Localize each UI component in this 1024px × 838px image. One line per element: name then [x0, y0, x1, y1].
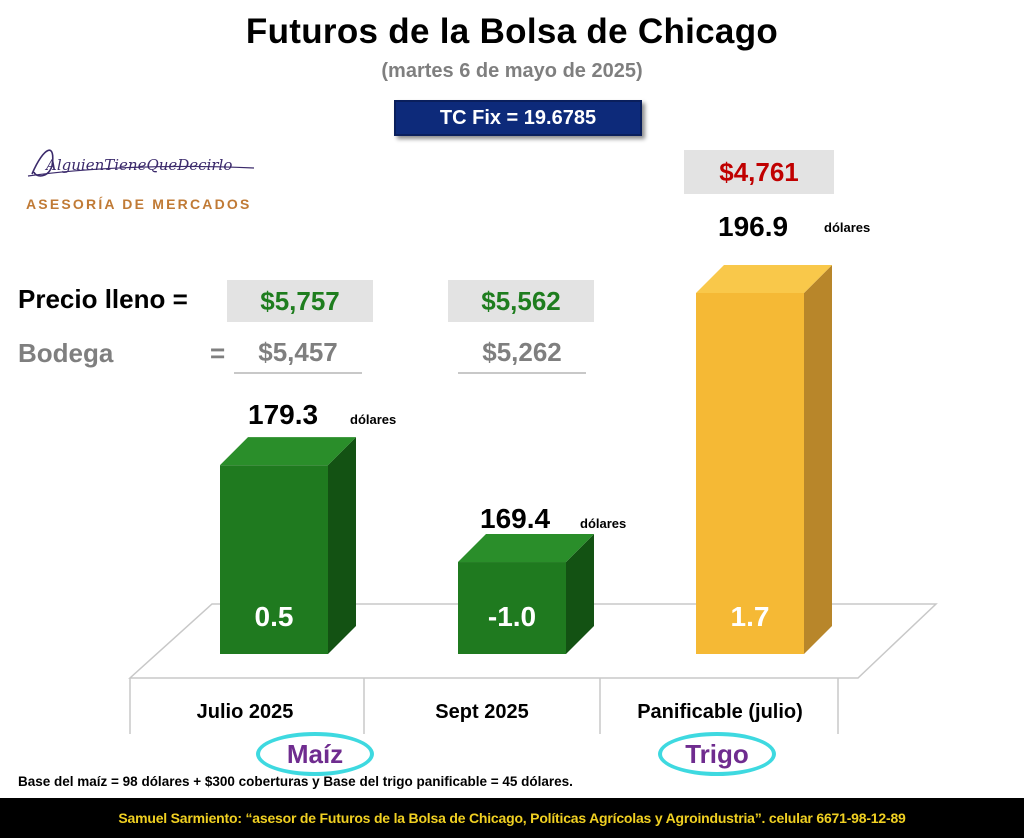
signature-logo: AlguienTieneQueDecirlo — [27, 149, 255, 177]
bodega-label: Bodega — [18, 338, 114, 368]
bar-value-label: 196.9 — [718, 211, 788, 242]
bar — [696, 293, 804, 654]
trigo-precio: $4,761 — [684, 150, 834, 194]
bar-side — [804, 265, 832, 654]
bar-top — [696, 265, 832, 293]
bar — [220, 465, 328, 654]
bar-change-label: -1.0 — [488, 601, 536, 632]
bar-top — [220, 437, 356, 466]
precio-lleno-label: Precio lleno = — [18, 284, 188, 314]
chart-subtitle: (martes 6 de mayo de 2025) — [381, 60, 643, 82]
bar-side — [566, 534, 594, 654]
bar-side — [328, 437, 356, 654]
bar-top — [458, 534, 594, 563]
bodega-equals: = — [210, 338, 226, 368]
footnote: Base del maíz = 98 dólares + $300 cobert… — [18, 774, 573, 789]
svg-text:AlguienTieneQueDecirlo: AlguienTieneQueDecirlo — [44, 156, 232, 174]
bar-value-label: 169.4 — [480, 503, 550, 534]
julio-precio-lleno: $5,757 — [227, 280, 373, 322]
maiz-group-label: Maíz — [256, 732, 374, 776]
category-label: Sept 2025 — [435, 701, 528, 723]
bar-value-label: 179.3 — [248, 399, 318, 430]
trigo-group-label: Trigo — [658, 732, 776, 776]
category-label: Panificable (julio) — [637, 701, 803, 723]
bar-change-label: 1.7 — [731, 601, 770, 632]
bar-unit-label: dólares — [824, 220, 870, 235]
bar-unit-label: dólares — [350, 412, 396, 427]
julio-bodega: $5,457 — [234, 334, 362, 374]
tc-fix-badge: TC Fix = 19.6785 — [394, 100, 642, 136]
bar-unit-label: dólares — [580, 516, 626, 531]
bar — [458, 562, 566, 654]
sept-bodega: $5,262 — [458, 334, 586, 374]
sept-precio-lleno: $5,562 — [448, 280, 594, 322]
bar-change-label: 0.5 — [255, 601, 294, 632]
footer-text: “asesor de Futuros de la Bolsa de Chicag… — [241, 810, 906, 826]
footer-bar: Samuel Sarmiento: “asesor de Futuros de … — [0, 798, 1024, 838]
logo-tagline: ASESORÍA DE MERCADOS — [26, 196, 252, 212]
footer-name: Samuel Sarmiento: — [118, 810, 242, 826]
chart-title: Futuros de la Bolsa de Chicago — [245, 12, 779, 51]
category-label: Julio 2025 — [197, 701, 294, 723]
